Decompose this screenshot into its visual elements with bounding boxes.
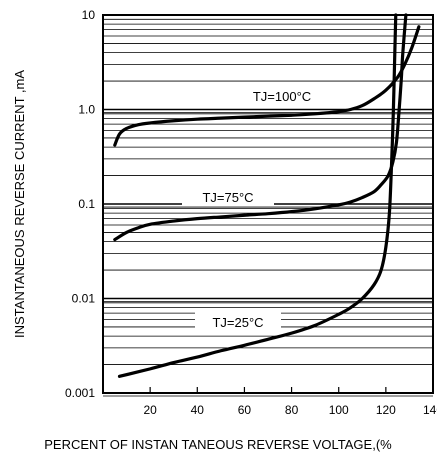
x-tick-label: 80 xyxy=(285,403,299,417)
x-tick-label: 140 xyxy=(423,403,437,417)
x-axis-label: PERCENT OF INSTAN TANEOUS REVERSE VOLTAG… xyxy=(44,437,392,452)
x-tick-label: 40 xyxy=(191,403,205,417)
series-line-2 xyxy=(117,13,398,378)
series-line-0 xyxy=(113,25,421,147)
y-tick-label: 1.0 xyxy=(78,103,95,117)
annotation-background xyxy=(182,187,274,206)
x-tick-label: 120 xyxy=(376,403,396,417)
x-tick-label: 20 xyxy=(143,403,157,417)
y-tick-label: 0.1 xyxy=(78,197,95,211)
y-tick-labels: 0.001 0.01 0.1 1.0 10 xyxy=(65,8,95,400)
annotation-background xyxy=(195,312,281,331)
x-tick-label: 60 xyxy=(238,403,252,417)
series-annotation: TJ=75°C xyxy=(202,190,253,205)
series-line-1 xyxy=(113,13,408,242)
plot-frame xyxy=(102,14,434,394)
x-tick-label: 100 xyxy=(329,403,349,417)
y-axis-label: INSTANTANEOUS REVERSE CURRENT ,mA xyxy=(12,70,27,338)
x-tick-labels: 20 40 60 80 100 120 140 xyxy=(143,403,437,417)
series-group xyxy=(113,13,421,378)
y-tick-label: 10 xyxy=(82,8,96,22)
annotation-background xyxy=(232,86,332,105)
series-annotation: TJ=25°C xyxy=(212,315,263,330)
y-tick-label: 0.01 xyxy=(72,292,96,306)
series-annotation: TJ=100°C xyxy=(253,89,311,104)
annotations-group: TJ=100°C TJ=75°C TJ=25°C xyxy=(182,86,332,331)
grid xyxy=(103,18,434,397)
y-tick-label: 0.001 xyxy=(65,386,95,400)
